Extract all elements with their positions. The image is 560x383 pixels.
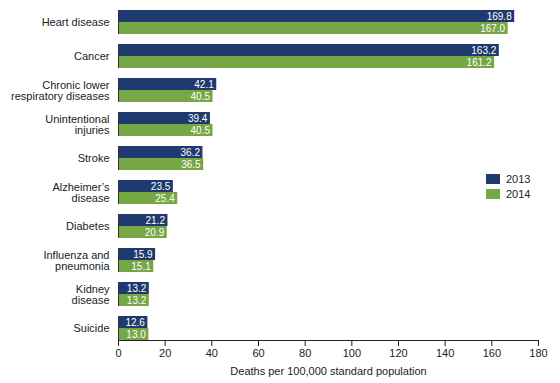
svg-text:21.2: 21.2	[145, 215, 165, 226]
svg-text:Suicide: Suicide	[73, 322, 109, 334]
svg-text:Alzheimer’sdisease: Alzheimer’sdisease	[52, 181, 110, 204]
svg-text:140: 140	[436, 347, 454, 359]
svg-text:Stroke: Stroke	[78, 152, 110, 164]
svg-text:42.1: 42.1	[194, 79, 214, 90]
svg-text:36.5: 36.5	[181, 159, 201, 170]
svg-text:Cancer: Cancer	[74, 50, 110, 62]
svg-text:40.5: 40.5	[191, 91, 211, 102]
svg-text:36.2: 36.2	[180, 147, 200, 158]
html-text:2014: 2014	[506, 188, 531, 200]
svg-text:167.0: 167.0	[480, 23, 505, 34]
svg-text:163.2: 163.2	[471, 45, 496, 56]
svg-text:Heart disease: Heart disease	[42, 16, 110, 28]
svg-text:15.1: 15.1	[131, 261, 151, 272]
svg-text:160: 160	[483, 347, 501, 359]
svg-text:12.6: 12.6	[125, 317, 145, 328]
svg-text:180: 180	[529, 347, 547, 359]
svg-text:80: 80	[299, 347, 311, 359]
svg-text:Deaths per 100,000 standard po: Deaths per 100,000 standard population	[230, 365, 426, 377]
svg-text:40: 40	[206, 347, 218, 359]
svg-text:13.2: 13.2	[127, 283, 147, 294]
svg-text:23.5: 23.5	[151, 181, 171, 192]
html-text:2013: 2013	[506, 173, 531, 185]
svg-text:Kidneydisease: Kidneydisease	[72, 283, 110, 306]
svg-text:100: 100	[343, 347, 361, 359]
svg-text:Unintentionalinjuries: Unintentionalinjuries	[45, 113, 110, 136]
svg-text:13.0: 13.0	[126, 329, 146, 340]
svg-text:Diabetes: Diabetes	[66, 220, 110, 232]
svg-text:169.8: 169.8	[487, 11, 512, 22]
svg-text:39.4: 39.4	[188, 113, 208, 124]
svg-text:Chronic lowerrespiratory disea: Chronic lowerrespiratory diseases	[11, 79, 110, 102]
svg-text:25.4: 25.4	[155, 193, 175, 204]
svg-text:13.2: 13.2	[127, 295, 147, 306]
svg-text:60: 60	[252, 347, 264, 359]
svg-text:15.9: 15.9	[133, 249, 153, 260]
svg-text:40.5: 40.5	[191, 125, 211, 136]
svg-text:20.9: 20.9	[145, 227, 165, 238]
svg-text:0: 0	[115, 347, 121, 359]
svg-text:120: 120	[389, 347, 407, 359]
svg-text:Influenza andpneumonia: Influenza andpneumonia	[43, 249, 110, 272]
svg-text:20: 20	[159, 347, 171, 359]
svg-text:161.2: 161.2	[467, 57, 492, 68]
